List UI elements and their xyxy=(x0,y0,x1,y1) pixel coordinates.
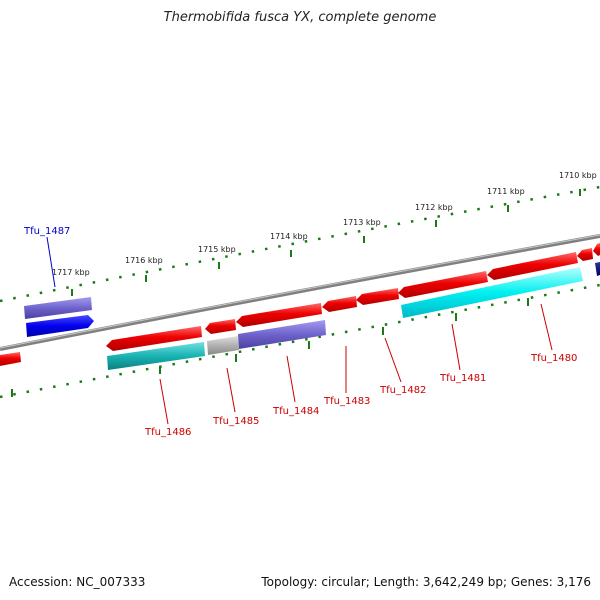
gene-arrow-tfu-1483[interactable] xyxy=(322,296,357,312)
leader-tfu-1481 xyxy=(451,323,461,371)
leader-tfu-1484 xyxy=(286,355,296,403)
scale-label-1713: 1713 kbp xyxy=(343,218,381,227)
scale-label-1717: 1717 kbp xyxy=(52,268,90,277)
gene-arrow-tfu-1481[interactable] xyxy=(398,271,488,298)
cog-bar-tfu-1484 xyxy=(238,320,326,349)
cog-bar-tfu-1485 xyxy=(207,336,239,355)
cog-bar-tfu-1486 xyxy=(107,342,205,370)
gene-arrow-small-right[interactable] xyxy=(577,248,593,261)
scale-label-1710: 1710 kbp xyxy=(559,171,597,180)
cog-category-bars xyxy=(24,267,583,370)
gene-label-tfu-1486[interactable]: Tfu_1486 xyxy=(144,427,191,438)
gene-label-tfu-1487[interactable]: Tfu_1487 xyxy=(23,226,70,237)
gene-label-tfu-1485[interactable]: Tfu_1485 xyxy=(212,416,259,427)
gene-label-tfu-1482[interactable]: Tfu_1482 xyxy=(379,385,426,396)
gene-arrow-tfu-1480[interactable] xyxy=(487,252,578,280)
scale-label-1715: 1715 kbp xyxy=(198,245,236,254)
inner-major-ticks xyxy=(11,298,529,397)
gene-label-tfu-1484[interactable]: Tfu_1484 xyxy=(272,406,319,417)
scale-label-1711: 1711 kbp xyxy=(487,187,525,196)
outer-major-ticks xyxy=(71,189,581,296)
cog-bar-tfu-1481-1480 xyxy=(401,267,583,318)
leader-tfu-1486 xyxy=(159,378,169,425)
genome-backbone xyxy=(0,234,600,351)
leader-tfu-1482 xyxy=(384,337,402,383)
forward-strand-genes xyxy=(0,243,600,366)
gene-arrow-left-edge xyxy=(0,352,21,366)
gene-arrow-right-edge xyxy=(593,243,600,256)
gene-label-tfu-1483[interactable]: Tfu_1483 xyxy=(323,396,370,407)
gene-arrow-tfu-1487[interactable] xyxy=(26,315,94,337)
leader-tfu-1485 xyxy=(226,367,236,413)
gene-arrow-tfu-1486[interactable] xyxy=(106,326,202,351)
cog-bar-tfu-1487 xyxy=(24,297,92,319)
map-title: Thermobifida fusca YX, complete genome xyxy=(163,10,437,25)
accession-text: Accession: NC_007333 xyxy=(9,575,146,589)
scale-label-1716: 1716 kbp xyxy=(125,256,163,265)
scale-label-1714: 1714 kbp xyxy=(270,232,308,241)
genome-backbone-highlight xyxy=(0,234,600,349)
leader-tfu-1487 xyxy=(46,236,56,288)
genome-summary-text: Topology: circular; Length: 3,642,249 bp… xyxy=(261,575,591,589)
gene-label-tfu-1480[interactable]: Tfu_1480 xyxy=(530,353,577,364)
leader-tfu-1480 xyxy=(540,303,553,351)
gene-label-tfu-1481[interactable]: Tfu_1481 xyxy=(439,373,486,384)
gene-arrow-navy-edge xyxy=(595,262,600,276)
gene-arrow-tfu-1484[interactable] xyxy=(236,303,322,327)
gene-arrow-tfu-1482[interactable] xyxy=(356,288,399,305)
gene-arrow-tfu-1485[interactable] xyxy=(205,319,236,334)
scale-label-1712: 1712 kbp xyxy=(415,203,453,212)
